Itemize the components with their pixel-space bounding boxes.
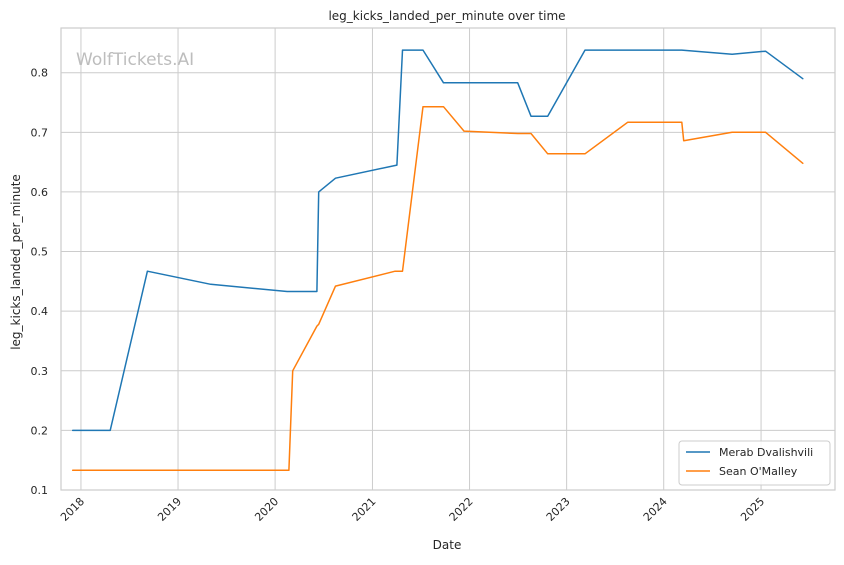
y-tick-label: 0.8 <box>31 67 49 80</box>
legend-label-omalley: Sean O'Malley <box>719 465 798 478</box>
legend-label-merab: Merab Dvalishvili <box>719 446 813 459</box>
y-tick-label: 0.2 <box>31 424 49 437</box>
grid-lines <box>61 28 835 491</box>
x-axis-label: Date <box>433 538 462 552</box>
y-tick-label: 0.4 <box>31 305 49 318</box>
y-tick-label: 0.7 <box>31 126 49 139</box>
watermark: WolfTickets.AI <box>76 50 194 70</box>
series-line-1 <box>71 105 804 472</box>
legend-box <box>678 440 831 486</box>
chart-title: leg_kicks_landed_per_minute over time <box>328 9 565 23</box>
series-lines <box>71 49 804 472</box>
y-axis-label: leg_kicks_landed_per_minute <box>9 174 23 350</box>
plot-frame <box>60 27 836 491</box>
series-line-0 <box>71 49 804 432</box>
y-tick-label: 0.3 <box>31 365 49 378</box>
legend: Merab Dvalishvili Sean O'Malley <box>678 440 831 486</box>
y-tick-label: 0.6 <box>31 186 49 199</box>
y-tick-label: 0.1 <box>31 484 49 497</box>
y-tick-label: 0.5 <box>31 246 49 259</box>
